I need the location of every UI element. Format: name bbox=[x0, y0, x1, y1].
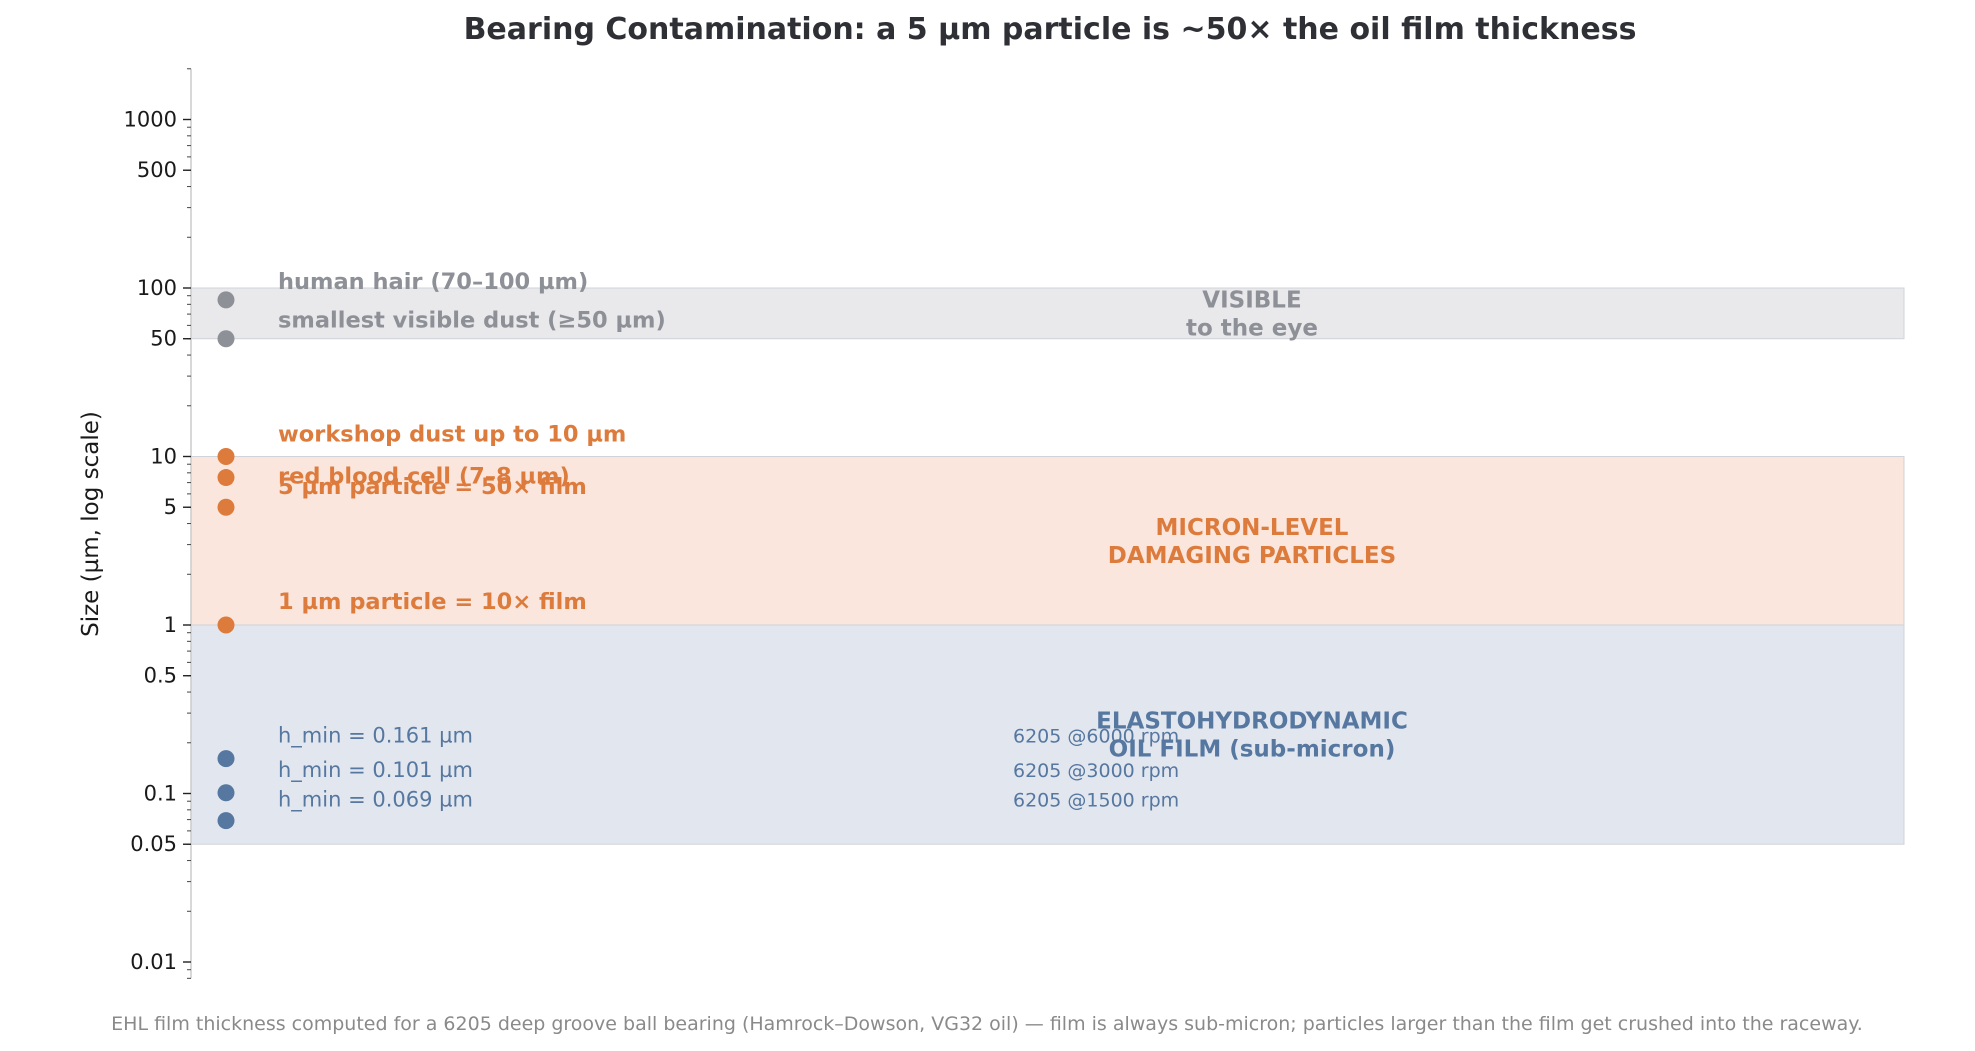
band-label-visible-0: VISIBLE bbox=[1202, 287, 1301, 313]
chart-title: Bearing Contamination: a 5 µm particle i… bbox=[464, 12, 1637, 47]
band-label-film-1: OIL FILM (sub-micron) bbox=[1109, 737, 1396, 763]
y-axis-label: Size (µm, log scale) bbox=[78, 411, 104, 637]
point-label-2: workshop dust up to 10 µm bbox=[278, 422, 626, 448]
band-label-film-0: ELASTOHYDRODYNAMIC bbox=[1096, 709, 1408, 735]
point-rpm-label-8: 6205 @1500 rpm bbox=[1013, 790, 1179, 812]
point-0 bbox=[217, 291, 235, 309]
point-rpm-label-6: 6205 @6000 rpm bbox=[1013, 726, 1179, 748]
y-axis: 0.01 0.05 0.1 0.5 1 5 10 50 100 500 1000 bbox=[124, 68, 192, 979]
point-4 bbox=[217, 498, 235, 516]
label-layer: human hair (70–100 µm) smallest visible d… bbox=[278, 269, 1179, 813]
y-tick-label: 0.5 bbox=[144, 664, 177, 688]
band-film bbox=[190, 624, 1905, 845]
band-visible bbox=[190, 287, 1905, 340]
point-rpm-label-7: 6205 @3000 rpm bbox=[1013, 760, 1179, 782]
point-label-5: 1 µm particle = 10× film bbox=[278, 589, 587, 615]
point-label-7: h_min = 0.101 µm bbox=[278, 758, 473, 783]
point-3 bbox=[217, 469, 235, 487]
point-label-6: h_min = 0.161 µm bbox=[278, 724, 473, 749]
point-1 bbox=[217, 330, 235, 348]
point-label-3: red blood cell (7–8 µm) bbox=[278, 464, 570, 490]
point-8 bbox=[217, 812, 235, 830]
y-tick-label: 0.1 bbox=[144, 782, 177, 806]
y-tick-label: 500 bbox=[137, 158, 177, 182]
y-tick-label: 5 bbox=[164, 495, 177, 519]
y-tick-label: 0.05 bbox=[130, 832, 177, 856]
point-label-8: h_min = 0.069 µm bbox=[278, 788, 473, 813]
footnote: EHL film thickness computed for a 6205 d… bbox=[111, 1013, 1863, 1035]
band-label-micron-1: DAMAGING PARTICLES bbox=[1108, 543, 1396, 569]
y-tick-label: 50 bbox=[150, 327, 177, 351]
point-5 bbox=[217, 616, 235, 634]
point-7 bbox=[217, 784, 235, 802]
point-label-1: smallest visible dust (≥50 µm) bbox=[278, 308, 666, 334]
point-label-4: 5 µm particle = 50× film bbox=[278, 474, 587, 500]
point-6 bbox=[217, 750, 235, 768]
y-tick-label: 100 bbox=[137, 276, 177, 300]
y-tick-label: 1 bbox=[164, 613, 177, 637]
point-layer bbox=[217, 291, 235, 830]
point-label-0: human hair (70–100 µm) bbox=[278, 269, 588, 295]
band-micron bbox=[190, 456, 1905, 626]
y-tick-label: 10 bbox=[150, 445, 177, 469]
y-tick-label: 0.01 bbox=[130, 950, 177, 974]
y-tick-label: 1000 bbox=[124, 108, 177, 132]
point-2 bbox=[217, 448, 235, 465]
band-label-visible-1: to the eye bbox=[1186, 315, 1318, 341]
band-label-micron-0: MICRON-LEVEL bbox=[1156, 515, 1349, 541]
